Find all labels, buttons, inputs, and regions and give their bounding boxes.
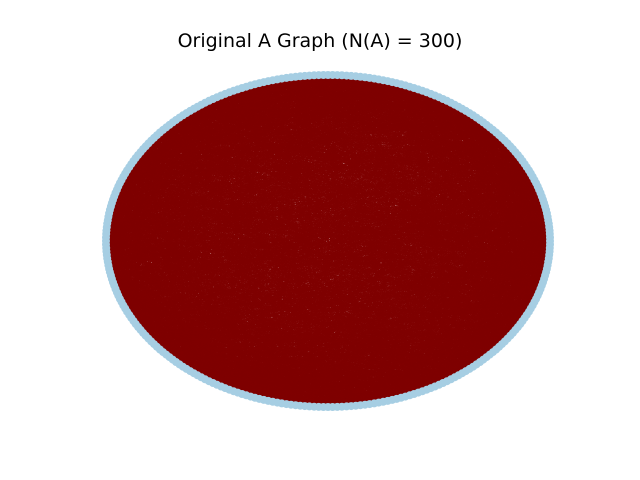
graph-title: Original A Graph (N(A) = 300) [177,30,463,52]
graph-node [546,233,554,242]
node-layer [102,71,554,411]
